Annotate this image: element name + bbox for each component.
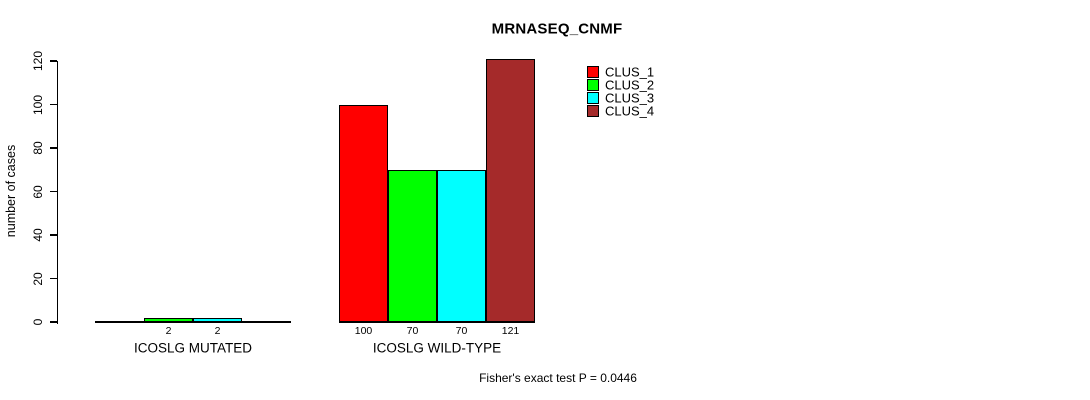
- y-axis-label: number of cases: [4, 144, 18, 238]
- y-tick-mark: [49, 190, 57, 193]
- annotation-fisher-test: Fisher's exact test P = 0.0446: [479, 371, 637, 385]
- y-tick-mark: [49, 234, 57, 236]
- y-tick-label: 40: [31, 228, 45, 242]
- chart-title: MRNASEQ_CNMF: [491, 20, 623, 38]
- x-axis-baseline: [95, 321, 291, 323]
- y-tick-label: 60: [31, 184, 45, 199]
- y-tick-mark: [49, 60, 57, 62]
- bar-clus_4-group2: [486, 58, 535, 322]
- y-axis-line: [56, 61, 58, 324]
- y-tick-label: 100: [31, 94, 45, 115]
- legend-label-clus_2: CLUS_2: [605, 77, 655, 93]
- bar-value-label: 121: [501, 325, 520, 337]
- legend-label-clus_1: CLUS_1: [605, 64, 655, 80]
- bar-value-label: 100: [354, 325, 373, 337]
- bar-clus_3-group1: [193, 317, 242, 322]
- y-tick-label: 20: [31, 271, 45, 286]
- legend-label-clus_4: CLUS_4: [605, 103, 655, 119]
- y-tick-label: 120: [31, 50, 45, 72]
- y-tick-label: 80: [31, 141, 45, 155]
- bar-clus_2-group1: [144, 317, 193, 322]
- bar-value-label: 70: [406, 325, 419, 337]
- legend-swatch-clus_3: [587, 92, 599, 104]
- x-axis-baseline: [339, 321, 535, 323]
- group-label-2: ICOSLG WILD-TYPE: [372, 340, 502, 355]
- legend-swatch-clus_1: [587, 66, 599, 78]
- y-tick-mark: [49, 103, 57, 106]
- y-tick-mark: [49, 277, 57, 280]
- y-tick-mark: [49, 321, 57, 323]
- legend-swatch-clus_4: [587, 105, 599, 117]
- y-tick-mark: [49, 147, 57, 149]
- legend-label-clus_3: CLUS_3: [605, 90, 655, 106]
- bar-value-label: 2: [165, 325, 172, 337]
- bar-clus_1-group2: [339, 104, 388, 322]
- legend-swatch-clus_2: [587, 79, 599, 91]
- bar-clus_2-group2: [388, 169, 437, 322]
- y-tick-label: 0: [31, 318, 45, 326]
- bar-value-label: 70: [455, 325, 468, 337]
- bar-value-label: 2: [214, 325, 221, 337]
- group-label-1: ICOSLG MUTATED: [133, 340, 253, 355]
- bar-clus_3-group2: [437, 169, 486, 322]
